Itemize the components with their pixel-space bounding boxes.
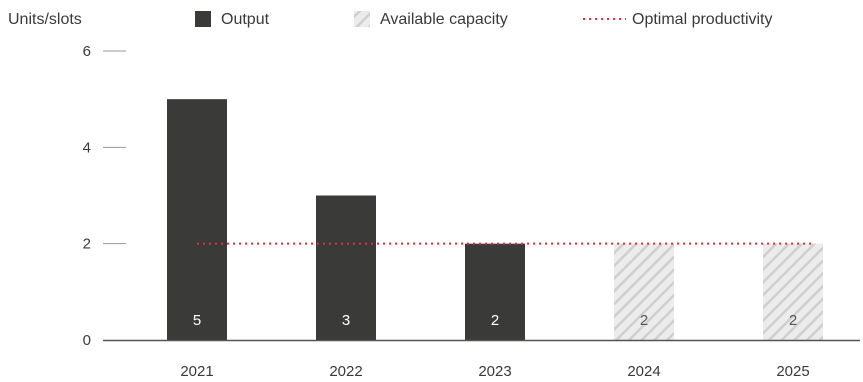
legend-label-available-capacity: Available capacity [380, 11, 508, 28]
bars: 5 3 2 2 2 [167, 99, 823, 341]
bar-data-label: 2 [491, 312, 499, 329]
legend-item-optimal-productivity[interactable]: Optimal productivity [583, 11, 773, 28]
y-tick-label: 0 [83, 332, 91, 349]
legend: Output Available capacity Optimal produc… [195, 11, 773, 28]
legend-swatch-available-capacity [354, 11, 370, 27]
x-tick-label: 2025 [776, 363, 809, 380]
y-axis-title: Units/slots [8, 11, 82, 28]
bar-2021[interactable] [167, 99, 227, 341]
bar-data-label: 2 [789, 312, 797, 329]
bar-2025[interactable] [763, 243, 823, 340]
x-tick-label: 2024 [627, 363, 660, 380]
legend-item-available-capacity[interactable]: Available capacity [354, 11, 508, 28]
y-axis: 0 2 4 6 [83, 43, 126, 349]
x-tick-label: 2022 [329, 363, 362, 380]
y-tick-label: 4 [83, 139, 91, 156]
bar-2022[interactable] [316, 195, 376, 341]
legend-swatch-output [195, 11, 211, 27]
bar-data-label: 2 [640, 312, 648, 329]
bar-data-label: 5 [193, 312, 201, 329]
legend-label-optimal-productivity: Optimal productivity [632, 11, 773, 28]
legend-item-output[interactable]: Output [195, 11, 270, 28]
bar-2023[interactable] [465, 243, 525, 340]
legend-label-output: Output [221, 11, 270, 28]
y-tick-label: 2 [83, 236, 91, 253]
x-axis: 2021 2022 2023 2024 2025 [103, 339, 860, 380]
x-tick-label: 2021 [180, 363, 213, 380]
y-tick-label: 6 [83, 43, 91, 60]
bar-data-label: 3 [342, 312, 350, 329]
x-tick-label: 2023 [478, 363, 511, 380]
bar-2024[interactable] [614, 243, 674, 340]
